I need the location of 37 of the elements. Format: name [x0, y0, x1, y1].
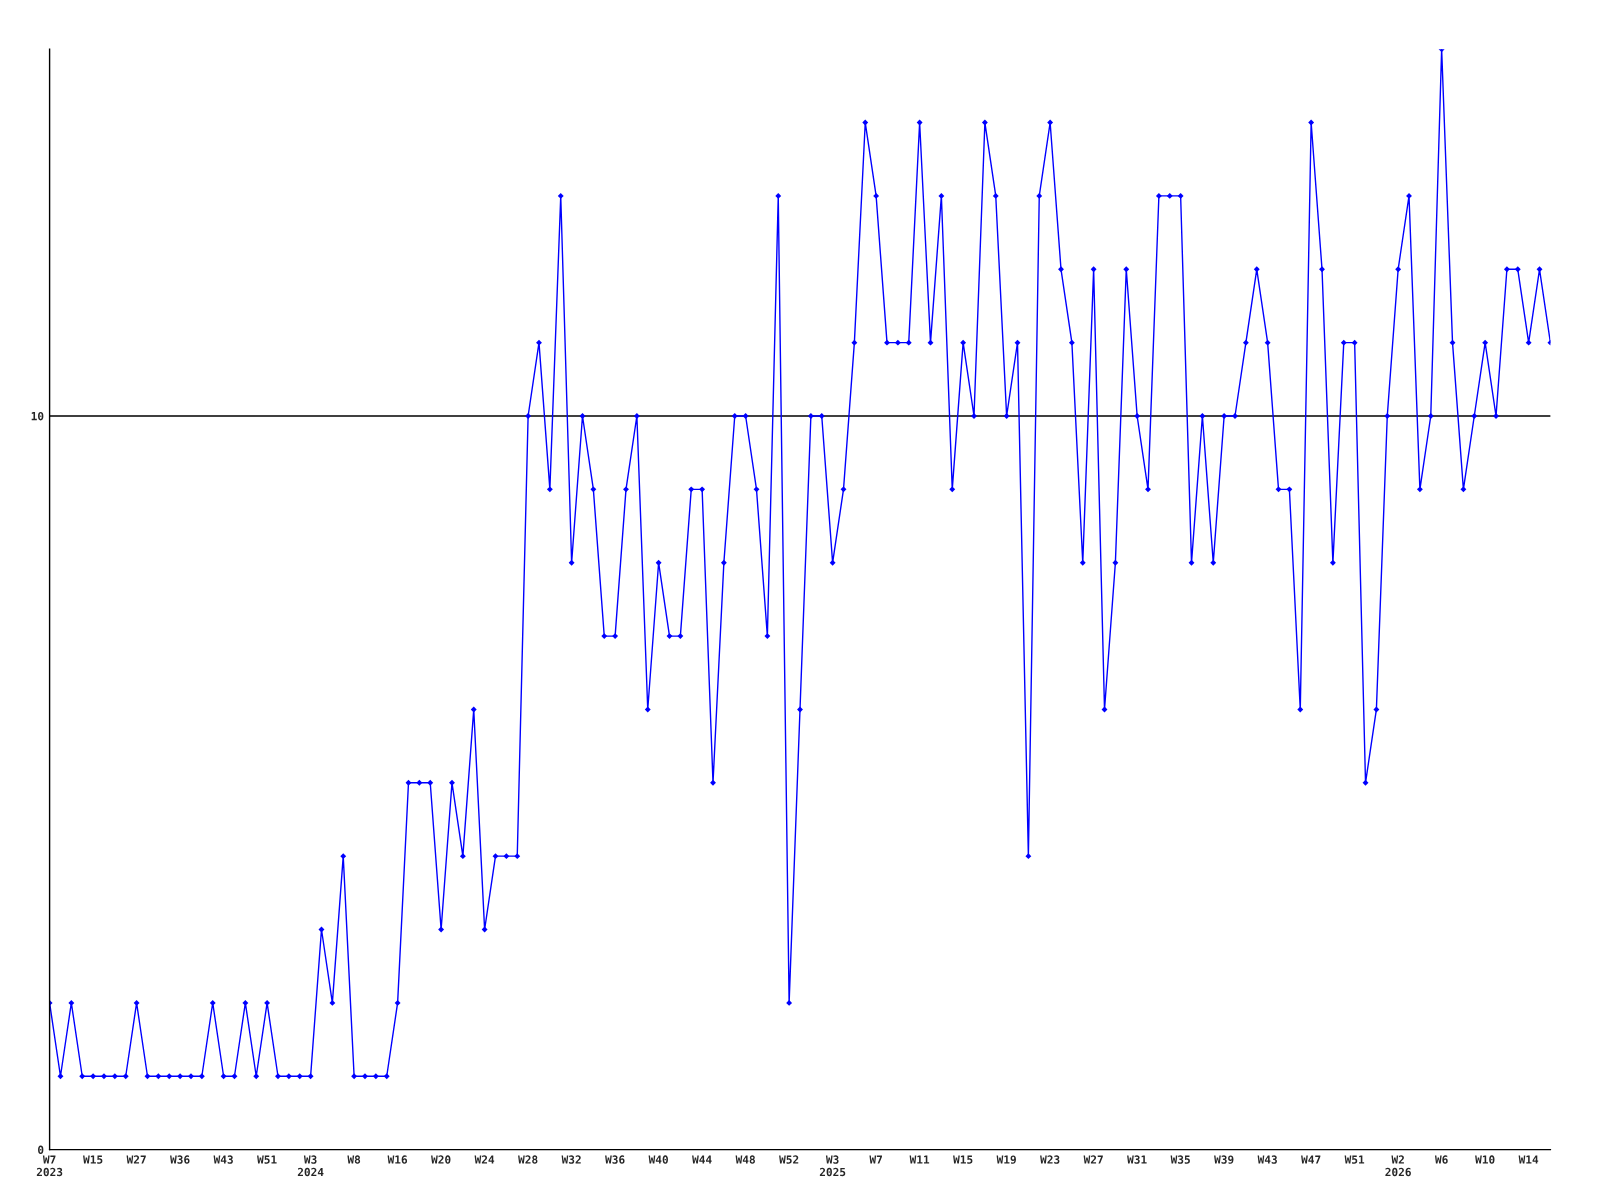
y-tick-label: 0 [38, 1145, 44, 1154]
x-tick-label: W44 [692, 1155, 712, 1164]
x-tick-label: W32 [561, 1155, 581, 1164]
x-tick-label: W8 [347, 1155, 361, 1164]
x-tick-label: W31 [1127, 1155, 1147, 1164]
x-tick-label: W2 2026 [1385, 1155, 1411, 1177]
x-tick-label: W3 2025 [819, 1155, 846, 1177]
x-tick-label: W7 [869, 1155, 882, 1164]
x-tick-label: W40 [648, 1155, 668, 1164]
x-tick-label: W20 [431, 1155, 451, 1164]
x-tick-label: W15 [83, 1155, 103, 1164]
x-tick-label: W11 [909, 1155, 930, 1164]
x-tick-label: W36 [170, 1155, 190, 1164]
x-tick-label: W43 [1257, 1155, 1277, 1164]
x-tick-label: W15 [953, 1155, 973, 1164]
x-tick-label: W24 [474, 1155, 495, 1164]
x-tick-label: W27 [126, 1155, 146, 1164]
x-tick-label: W19 [996, 1155, 1016, 1164]
x-tick-label: W36 [605, 1155, 625, 1164]
x-tick-label: W6 [1434, 1155, 1448, 1164]
x-tick-label: W28 [518, 1155, 538, 1164]
x-tick-label: W48 [735, 1155, 755, 1164]
x-tick-label: W27 [1083, 1155, 1103, 1164]
x-tick-label: W23 [1040, 1155, 1060, 1164]
x-tick-label: W39 [1214, 1155, 1234, 1164]
x-tick-label: W14 [1518, 1155, 1539, 1164]
x-tick-label: W51 [257, 1155, 277, 1164]
x-tick-label: W35 [1170, 1155, 1190, 1164]
x-tick-label: W3 2024 [297, 1155, 324, 1177]
x-tick-label: W43 [213, 1155, 233, 1164]
x-tick-label: W16 [387, 1155, 408, 1164]
x-tick-label: W47 [1301, 1155, 1321, 1164]
x-tick-label: W51 [1344, 1155, 1365, 1164]
x-tick-label: W52 [779, 1155, 799, 1164]
x-tick-label: W7 2023 [36, 1155, 63, 1177]
y-tick-label: 10 [31, 411, 44, 421]
x-tick-label: W10 [1475, 1155, 1495, 1164]
